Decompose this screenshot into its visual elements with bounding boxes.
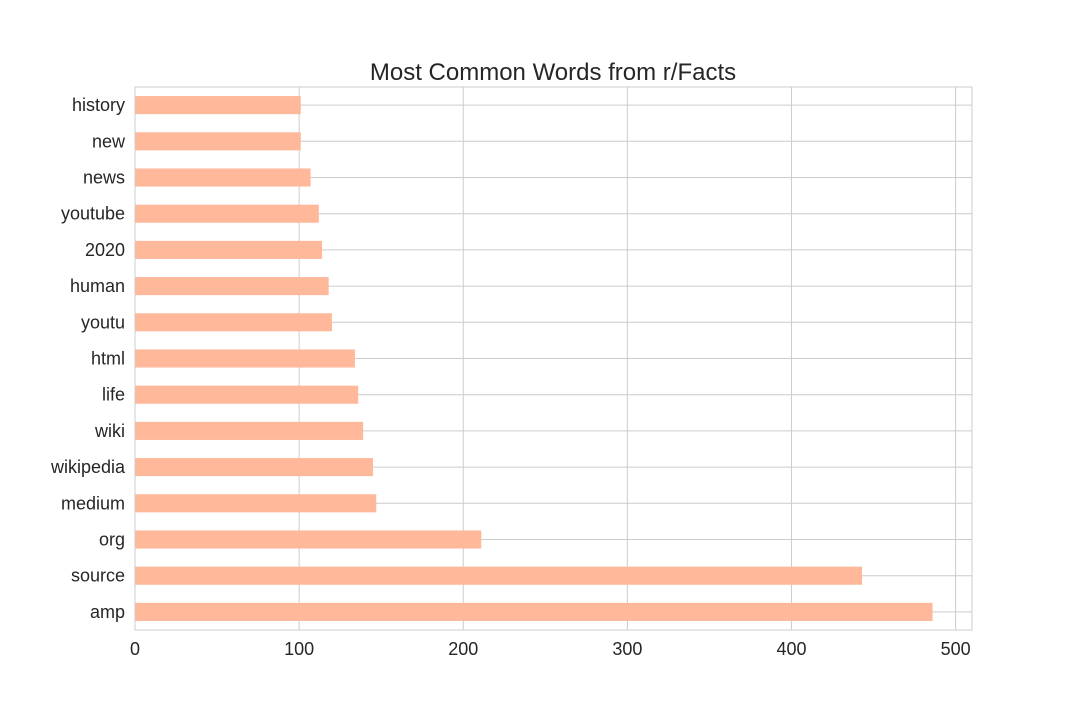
bar-new	[135, 132, 301, 151]
category-labels: history new news youtube 2020 human youtu html l…	[50, 95, 126, 622]
x-tick-label: 100	[284, 639, 314, 659]
x-tick-label: 0	[130, 639, 140, 659]
bar-news	[135, 168, 311, 187]
category-label: history	[72, 95, 125, 115]
bar-youtube	[135, 204, 319, 223]
x-tick-label: 200	[448, 639, 478, 659]
category-label: news	[83, 168, 125, 188]
category-label: 2020	[85, 240, 125, 260]
bar-amp	[135, 602, 933, 621]
bar-wikipedia	[135, 458, 373, 477]
category-label: source	[71, 566, 125, 586]
bar-human	[135, 277, 329, 296]
x-tick-label: 300	[612, 639, 642, 659]
bar-youtu	[135, 313, 332, 332]
x-tick-label: 400	[776, 639, 806, 659]
plot-frame	[134, 86, 973, 631]
category-label: html	[91, 349, 125, 369]
category-label: wikipedia	[50, 457, 126, 477]
category-label: org	[99, 530, 125, 550]
bar-history	[135, 96, 301, 115]
x-tick-label: 500	[941, 639, 971, 659]
bars	[135, 96, 933, 621]
category-label: life	[102, 385, 125, 405]
bar-wiki	[135, 421, 364, 440]
bar-2020	[135, 240, 323, 259]
x-axis-tick-labels: 0 100 200 300 400 500	[130, 639, 971, 659]
bar-html	[135, 349, 355, 368]
chart-title: Most Common Words from r/Facts	[370, 59, 736, 86]
category-label: human	[70, 276, 125, 296]
bar-medium	[135, 494, 377, 513]
category-label: new	[92, 131, 126, 151]
category-label: youtu	[81, 312, 125, 332]
category-label: wiki	[94, 421, 125, 441]
bar-life	[135, 385, 359, 404]
category-label: amp	[90, 602, 125, 622]
category-label: medium	[61, 493, 125, 513]
bar-org	[135, 530, 482, 549]
category-label: youtube	[61, 204, 125, 224]
bar-source	[135, 566, 863, 585]
